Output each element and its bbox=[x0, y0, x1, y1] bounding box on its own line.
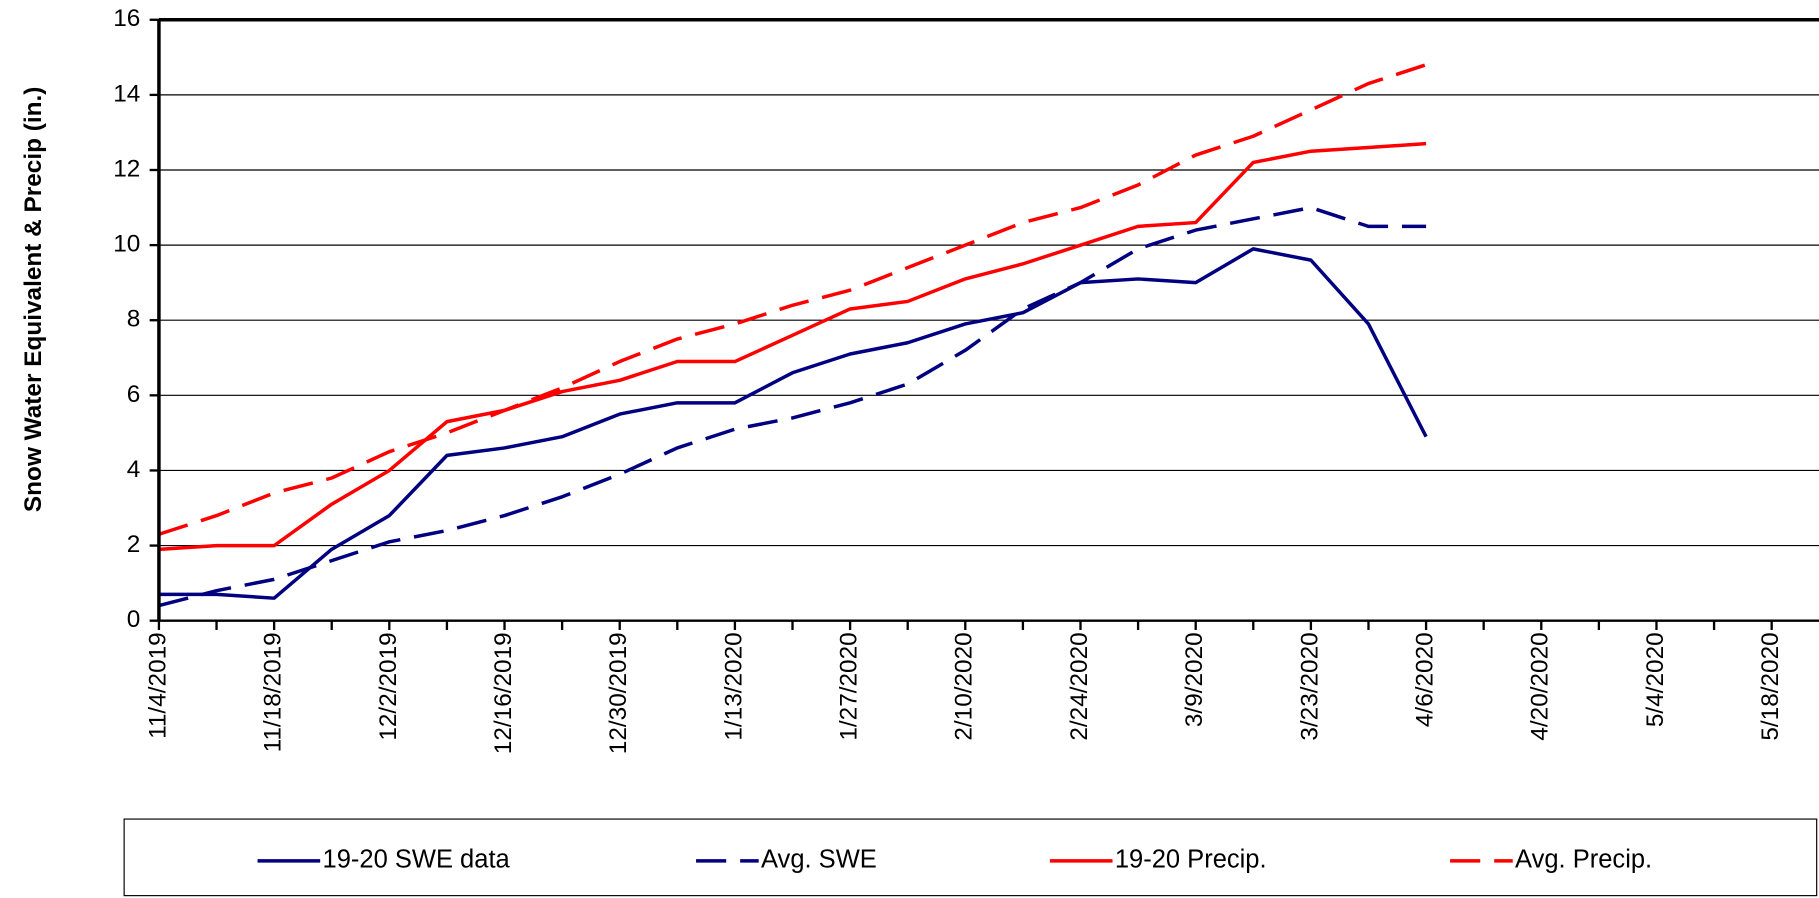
legend-label: Avg. Precip. bbox=[1515, 846, 1652, 874]
y-tick-label: 14 bbox=[113, 80, 140, 107]
x-tick-label: 2/10/2020 bbox=[951, 632, 978, 740]
legend-label: 19-20 Precip. bbox=[1115, 846, 1267, 874]
x-tick-label: 3/23/2020 bbox=[1296, 632, 1323, 740]
legend-label: 19-20 SWE data bbox=[323, 846, 511, 874]
x-tick-label: 5/4/2020 bbox=[1642, 632, 1669, 727]
y-tick-label: 2 bbox=[127, 531, 141, 558]
y-tick-label: 4 bbox=[127, 456, 141, 483]
y-tick-label: 10 bbox=[113, 231, 140, 258]
x-tick-label: 12/16/2019 bbox=[490, 632, 517, 754]
x-tick-label: 11/4/2019 bbox=[144, 632, 171, 739]
x-tick-label: 3/9/2020 bbox=[1181, 632, 1208, 727]
series-line bbox=[158, 141, 1427, 552]
legend-box bbox=[123, 818, 1818, 897]
x-tick-label: 2/24/2020 bbox=[1066, 632, 1093, 740]
x-tick-label: 4/6/2020 bbox=[1412, 632, 1439, 727]
series-line bbox=[158, 205, 1427, 608]
y-tick-label: 8 bbox=[127, 306, 141, 333]
y-tick-label: 6 bbox=[127, 381, 141, 408]
series-line bbox=[158, 247, 1428, 600]
y-tick-label: 0 bbox=[127, 606, 141, 633]
y-tick-label: 16 bbox=[113, 5, 140, 32]
x-tick-label: 1/13/2020 bbox=[720, 632, 747, 740]
legend-label: Avg. SWE bbox=[761, 846, 877, 874]
x-tick-label: 11/18/2019 bbox=[260, 632, 287, 752]
x-tick-label: 1/27/2020 bbox=[836, 632, 863, 740]
series-line bbox=[158, 63, 1427, 536]
x-tick-label: 5/18/2020 bbox=[1757, 632, 1784, 740]
x-tick-label: 12/30/2019 bbox=[605, 632, 632, 754]
x-tick-label: 12/2/2019 bbox=[375, 632, 402, 740]
y-tick-label: 12 bbox=[113, 155, 140, 182]
y-axis-title: Snow Water Equivalent & Precip (in.) bbox=[20, 87, 47, 512]
x-tick-label: 4/20/2020 bbox=[1527, 632, 1554, 740]
